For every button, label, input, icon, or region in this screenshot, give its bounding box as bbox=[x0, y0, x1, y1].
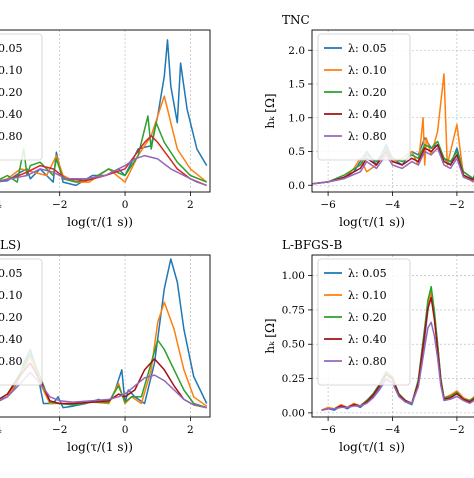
x-tick-label: −2 bbox=[449, 199, 464, 211]
y-tick-label: 0.0 bbox=[288, 180, 305, 192]
x-axis-label: log(τ/(1 s)) bbox=[339, 215, 405, 229]
x-tick-label: −4 bbox=[385, 424, 401, 436]
x-tick-label: −6 bbox=[320, 424, 336, 436]
y-tick-label: 0.75 bbox=[282, 304, 305, 316]
y-tick-label: 2.0 bbox=[288, 45, 305, 57]
x-tick-label: −6 bbox=[320, 199, 336, 211]
chart-panel-3: −4 −2 0 2 LS) log(τ/(1 s)) 0.05 0.10 0.20 0.40 0.8… bbox=[0, 238, 211, 454]
series-line-5 bbox=[312, 147, 474, 185]
y-axis-label: hₖ [Ω] bbox=[263, 318, 277, 353]
y-tick-label: 0.00 bbox=[282, 407, 305, 419]
legend-entry: λ: 0.20 bbox=[348, 311, 387, 324]
legend-entry: 0.80 bbox=[0, 130, 23, 143]
series-line-4 bbox=[321, 296, 474, 411]
y-axis-label: hₖ [Ω] bbox=[263, 93, 277, 128]
series-line-2 bbox=[0, 95, 208, 183]
x-tick-label: −4 bbox=[0, 199, 2, 211]
legend-entry: 0.20 bbox=[0, 311, 23, 324]
legend-box bbox=[317, 258, 411, 386]
x-axis-label: log(τ/(1 s)) bbox=[67, 440, 133, 454]
legend-box bbox=[0, 258, 43, 386]
axes-frame bbox=[311, 254, 474, 418]
x-tick-label: 0 bbox=[122, 424, 129, 436]
legend-entry: λ: 0.80 bbox=[348, 130, 387, 143]
legend-entry: 0.10 bbox=[0, 289, 23, 302]
x-tick-label: −4 bbox=[385, 199, 401, 211]
legend-box bbox=[0, 33, 43, 161]
legend-entry: λ: 0.20 bbox=[348, 86, 387, 99]
y-tick-label: 1.00 bbox=[282, 270, 305, 282]
chart-panel-4: −6 −4 −2 0.00 0.25 0.50 0.75 1.00 L-BFGS-B log(τ/… bbox=[263, 238, 474, 454]
y-tick-label: 1.0 bbox=[288, 112, 305, 124]
series-group bbox=[312, 73, 474, 185]
chart-title: TNC bbox=[282, 13, 310, 27]
x-tick-label: 2 bbox=[187, 199, 194, 211]
y-tick-label: 0.5 bbox=[288, 146, 305, 158]
chart-panel-1: −4 −2 0 2 log(τ/(1 s)) 0.05 0.10 0.20 0.40 0.80 bbox=[0, 29, 211, 229]
y-tick-label: 0.50 bbox=[282, 339, 305, 351]
legend-entry: λ: 0.40 bbox=[348, 333, 387, 346]
legend-entry: λ: 0.10 bbox=[348, 289, 387, 302]
legend-entry: 0.80 bbox=[0, 355, 23, 368]
legend-entry: 0.05 bbox=[0, 267, 23, 280]
y-tick-label: 1.5 bbox=[288, 79, 305, 91]
y-tick-label: 0.25 bbox=[282, 373, 305, 385]
legend-entry: 0.10 bbox=[0, 64, 23, 77]
legend-entry: λ: 0.80 bbox=[348, 355, 387, 368]
axes-frame bbox=[0, 29, 211, 193]
chart-panel-2: −6 −4 −2 0.0 0.5 1.0 1.5 2.0 TNC log(τ/(1 s)) hₖ [… bbox=[263, 13, 474, 229]
legend-entry: λ: 0.10 bbox=[348, 64, 387, 77]
series-line-5 bbox=[0, 154, 207, 187]
series-group bbox=[321, 285, 474, 411]
chart-title: LS) bbox=[0, 238, 21, 252]
x-tick-label: −2 bbox=[52, 199, 67, 211]
legend-entry: λ: 0.40 bbox=[348, 108, 387, 121]
x-tick-label: −2 bbox=[52, 424, 67, 436]
legend-entry: 0.20 bbox=[0, 86, 23, 99]
x-tick-label: −2 bbox=[449, 424, 464, 436]
x-tick-label: 2 bbox=[187, 424, 194, 436]
x-axis-label: log(τ/(1 s)) bbox=[67, 215, 133, 229]
legend-entry: 0.40 bbox=[0, 333, 23, 346]
legend-box bbox=[317, 33, 411, 161]
series-line-5 bbox=[321, 321, 474, 411]
x-axis-label: log(τ/(1 s)) bbox=[339, 440, 405, 454]
legend-entry: 0.05 bbox=[0, 42, 23, 55]
series-line-4 bbox=[0, 135, 207, 187]
axes-frame bbox=[311, 29, 474, 193]
axes-frame bbox=[0, 254, 211, 418]
x-tick-label: −4 bbox=[0, 424, 2, 436]
chart-title: L-BFGS-B bbox=[282, 238, 342, 252]
legend-entry: λ: 0.05 bbox=[348, 267, 387, 280]
series-line-4 bbox=[312, 144, 474, 185]
x-tick-label: 0 bbox=[122, 199, 129, 211]
legend-entry: 0.40 bbox=[0, 108, 23, 121]
legend-entry: λ: 0.05 bbox=[348, 42, 387, 55]
